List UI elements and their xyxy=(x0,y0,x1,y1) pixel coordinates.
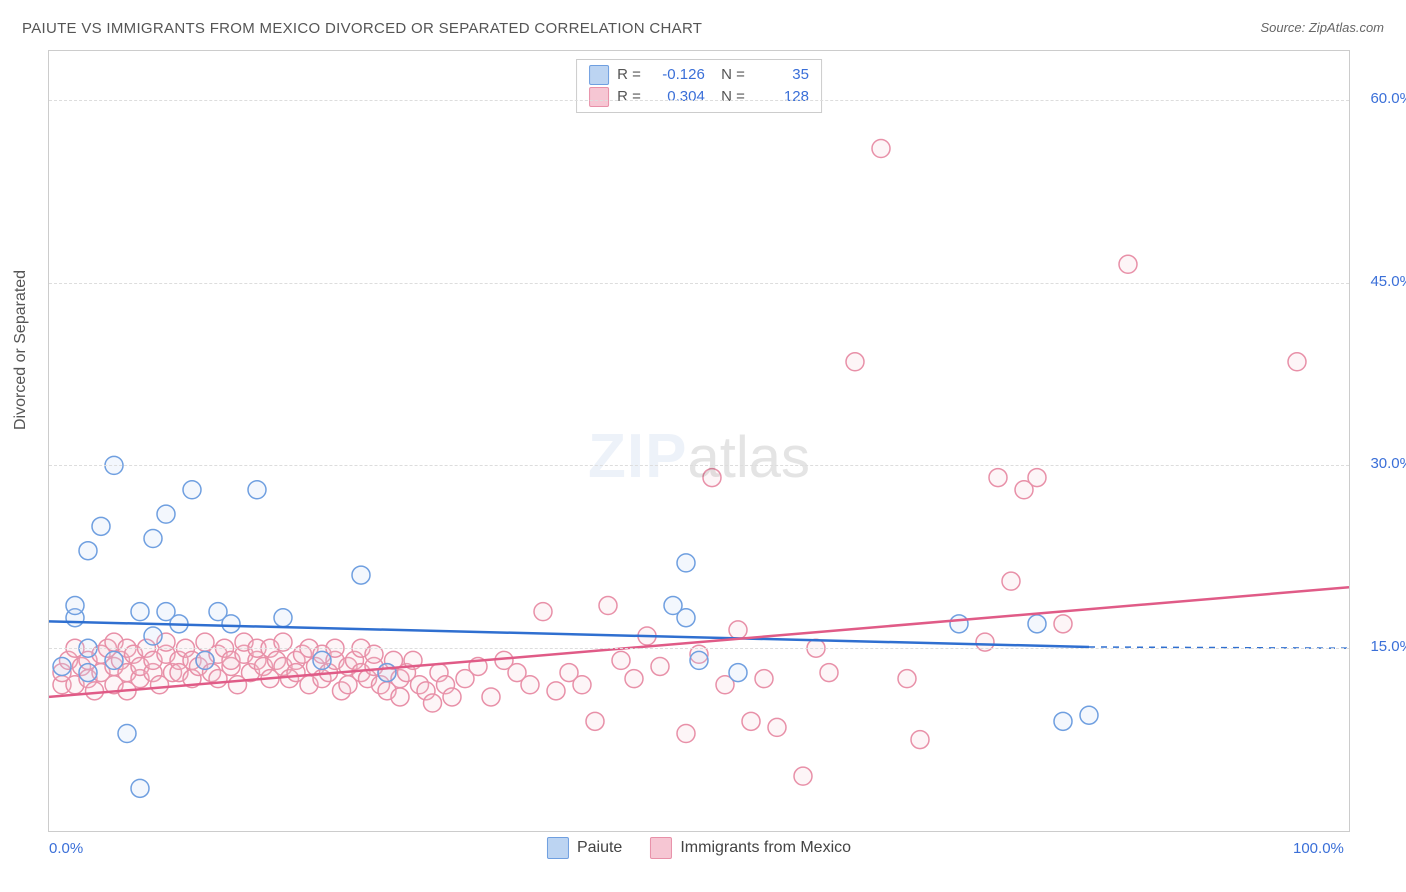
y-axis-label: Divorced or Separated xyxy=(12,270,30,430)
legend-swatch-icon xyxy=(650,837,672,859)
legend-bottom: Paiute Immigrants from Mexico xyxy=(547,837,851,859)
x-tick-label: 0.0% xyxy=(49,840,83,857)
legend-stats-row-mexico: R =0.304 N =128 xyxy=(589,86,809,108)
y-tick-label: 45.0% xyxy=(1370,273,1406,290)
legend-swatch-icon xyxy=(547,837,569,859)
legend-label: Immigrants from Mexico xyxy=(680,839,851,857)
plot-area: ZIPatlas R =-0.126 N =35 R =0.304 N =128… xyxy=(48,50,1350,832)
x-tick-label: 100.0% xyxy=(1293,840,1344,857)
y-tick-label: 15.0% xyxy=(1370,638,1406,655)
legend-swatch-mexico xyxy=(589,87,609,107)
legend-label: Paiute xyxy=(577,839,622,857)
chart-title: PAIUTE VS IMMIGRANTS FROM MEXICO DIVORCE… xyxy=(22,20,702,37)
legend-stats: R =-0.126 N =35 R =0.304 N =128 xyxy=(576,59,822,113)
y-tick-label: 60.0% xyxy=(1370,90,1406,107)
scatter-svg xyxy=(49,51,1349,831)
legend-swatch-paiute xyxy=(589,65,609,85)
legend-stats-row-paiute: R =-0.126 N =35 xyxy=(589,64,809,86)
legend-item-paiute: Paiute xyxy=(547,837,622,859)
y-tick-label: 30.0% xyxy=(1370,455,1406,472)
legend-item-mexico: Immigrants from Mexico xyxy=(650,837,851,859)
chart-source: Source: ZipAtlas.com xyxy=(1260,20,1384,35)
